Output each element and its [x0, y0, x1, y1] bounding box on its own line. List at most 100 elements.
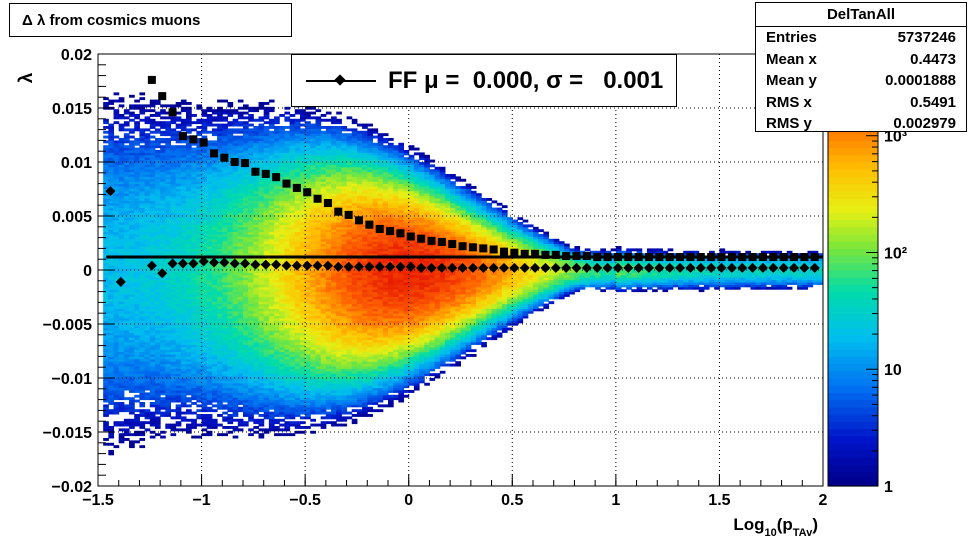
heatmap-cell [186, 267, 192, 271]
heatmap-cell [211, 418, 218, 422]
heatmap-cell [289, 406, 296, 410]
heatmap-cell [237, 346, 244, 350]
heatmap-cell [196, 188, 203, 192]
heatmap-cell [186, 169, 192, 173]
heatmap-cell [248, 294, 254, 297]
heatmap-cell [170, 423, 177, 427]
heatmap-cell [232, 231, 239, 235]
heatmap-cell [154, 426, 161, 429]
heatmap-cell [258, 387, 265, 391]
heatmap-cell [299, 154, 306, 158]
heatmap-cell [284, 279, 291, 283]
heatmap-cell [186, 178, 192, 182]
heatmap-cell [149, 162, 156, 165]
heatmap-cell [258, 138, 265, 141]
heatmap-cell [129, 337, 135, 341]
heatmap-cell [180, 279, 187, 283]
heatmap-cell [243, 298, 249, 302]
heatmap-cell [222, 133, 228, 137]
heatmap-cell [263, 397, 270, 401]
heatmap-cell [253, 402, 260, 405]
heatmap-cell [227, 114, 234, 117]
heatmap-cell [299, 366, 306, 369]
heatmap-cell [294, 322, 301, 326]
heatmap-cell [129, 296, 135, 300]
heatmap-cell [227, 351, 234, 355]
heatmap-cell [170, 385, 177, 389]
heatmap-cell [108, 164, 115, 168]
heatmap-cell [206, 195, 213, 199]
heatmap-cell [232, 140, 239, 144]
heatmap-cell [118, 346, 125, 350]
heatmap-cell [299, 253, 306, 257]
heatmap-cell [191, 289, 197, 293]
heatmap-cell [237, 385, 244, 389]
heatmap-cell [232, 272, 239, 276]
heatmap-cell [134, 183, 140, 187]
heatmap-cell [123, 174, 130, 177]
heatmap [103, 92, 824, 456]
heatmap-cell [123, 226, 130, 230]
heatmap-cell [165, 178, 171, 182]
heatmap-cell [108, 246, 115, 249]
heatmap-cell [232, 428, 239, 432]
heatmap-cell [243, 370, 249, 374]
heatmap-cell [123, 246, 130, 249]
heatmap-cell [211, 174, 218, 177]
heatmap-cell [134, 373, 140, 377]
heatmap-cell [243, 142, 249, 146]
heatmap-cell [206, 361, 213, 365]
heatmap-cell [160, 397, 166, 401]
heatmap-cell [217, 286, 223, 290]
heatmap-cell [103, 260, 109, 264]
heatmap-cell [118, 267, 125, 271]
heatmap-cell [294, 308, 301, 312]
heatmap-cell [175, 320, 182, 324]
heatmap-cell [248, 356, 254, 360]
heatmap-cell [294, 258, 301, 261]
heatmap-cell [175, 102, 182, 105]
heatmap-cell [294, 325, 301, 329]
heatmap-cell [258, 327, 265, 331]
heatmap-cell [268, 250, 275, 254]
heatmap-cell [268, 188, 275, 192]
heatmap-cell [160, 183, 166, 187]
heatmap-cell [284, 145, 291, 149]
heatmap-cell [206, 234, 213, 237]
heatmap-cell [279, 229, 285, 233]
heatmap-cell [175, 138, 182, 141]
heatmap-cell [305, 373, 311, 377]
heatmap-cell [149, 238, 156, 242]
heatmap-cell [253, 236, 260, 240]
heatmap-cell [243, 363, 249, 367]
heatmap-cell [180, 243, 187, 247]
heatmap-cell [118, 270, 125, 273]
heatmap-cell [289, 313, 296, 317]
heatmap-cell [268, 390, 275, 393]
heatmap-cell [263, 126, 270, 129]
heatmap-cell [222, 241, 228, 245]
heatmap-cell [284, 284, 291, 288]
heatmap-cell [263, 382, 270, 386]
heatmap-cell [113, 212, 120, 216]
heatmap-cell [237, 320, 244, 324]
heatmap-cell [149, 274, 156, 278]
heatmap-cell [284, 303, 291, 307]
heatmap-cell [211, 234, 218, 237]
heatmap-cell [206, 301, 213, 305]
heatmap-cell [268, 411, 275, 415]
heatmap-cell [237, 339, 244, 343]
heatmap-cell [253, 195, 260, 199]
heatmap-cell [160, 260, 166, 264]
heatmap-cell [175, 246, 182, 249]
heatmap-cell [248, 298, 254, 302]
heatmap-cell [232, 342, 239, 345]
heatmap-cell [134, 282, 140, 285]
heatmap-cell [258, 219, 265, 223]
heatmap-cell [139, 109, 146, 113]
heatmap-cell [129, 130, 135, 134]
heatmap-cell [103, 325, 109, 329]
heatmap-cell [165, 426, 171, 429]
heatmap-cell [144, 198, 151, 201]
heatmap-cell [263, 140, 270, 144]
